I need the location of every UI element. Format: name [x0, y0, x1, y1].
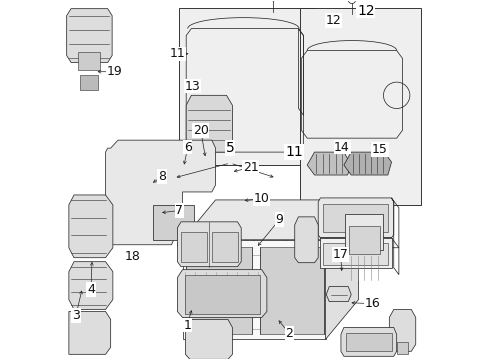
Text: 10: 10	[253, 192, 269, 205]
Circle shape	[212, 336, 223, 347]
Text: 18: 18	[124, 249, 140, 262]
Bar	[345, 214, 383, 250]
Polygon shape	[325, 287, 350, 302]
Circle shape	[263, 222, 267, 227]
Text: 6: 6	[183, 140, 191, 153]
Circle shape	[186, 333, 204, 350]
Text: 11: 11	[169, 47, 184, 60]
Polygon shape	[105, 140, 215, 245]
Text: 20: 20	[192, 124, 208, 137]
Text: 9: 9	[275, 213, 283, 226]
Bar	[259, 247, 324, 334]
Bar	[153, 205, 193, 240]
Circle shape	[190, 336, 201, 347]
Bar	[186, 247, 252, 334]
Bar	[211, 232, 237, 262]
Ellipse shape	[242, 203, 298, 253]
Circle shape	[120, 169, 171, 221]
Polygon shape	[294, 217, 318, 263]
Circle shape	[76, 332, 86, 342]
Circle shape	[398, 326, 406, 333]
Circle shape	[177, 241, 184, 248]
Circle shape	[394, 322, 409, 337]
Text: 1: 1	[183, 319, 191, 332]
Polygon shape	[69, 311, 110, 354]
Polygon shape	[340, 328, 396, 356]
Polygon shape	[69, 195, 113, 258]
Polygon shape	[177, 222, 241, 267]
Bar	[396, 342, 407, 354]
Text: 8: 8	[158, 170, 166, 183]
Circle shape	[271, 221, 275, 226]
Text: 12: 12	[325, 14, 341, 27]
Text: 4: 4	[87, 283, 95, 296]
Circle shape	[297, 231, 315, 248]
Text: 17: 17	[332, 248, 348, 261]
Text: 16: 16	[364, 297, 380, 310]
Polygon shape	[343, 152, 391, 175]
Polygon shape	[185, 319, 232, 359]
Bar	[323, 204, 387, 232]
Bar	[323, 243, 387, 265]
Text: 5: 5	[225, 141, 234, 155]
Circle shape	[301, 235, 311, 245]
Circle shape	[203, 315, 209, 320]
Polygon shape	[388, 310, 415, 351]
Text: 11: 11	[285, 145, 302, 159]
Polygon shape	[182, 200, 358, 240]
Bar	[179, 8, 314, 165]
Polygon shape	[177, 270, 266, 318]
Ellipse shape	[249, 212, 290, 248]
Text: 14: 14	[333, 140, 349, 153]
Polygon shape	[182, 240, 325, 339]
Polygon shape	[66, 9, 112, 62]
Circle shape	[261, 230, 265, 234]
Bar	[181, 232, 206, 262]
Bar	[184, 275, 259, 315]
Bar	[346, 333, 391, 351]
Circle shape	[275, 228, 280, 232]
Text: 7: 7	[175, 204, 183, 217]
Circle shape	[274, 231, 279, 235]
Polygon shape	[320, 238, 391, 268]
Bar	[80, 75, 98, 90]
Text: 15: 15	[371, 143, 387, 156]
Polygon shape	[69, 262, 113, 310]
Text: 13: 13	[184, 80, 200, 93]
Polygon shape	[325, 200, 358, 339]
Circle shape	[105, 210, 116, 220]
Text: 12: 12	[356, 4, 374, 18]
Polygon shape	[306, 152, 350, 175]
Polygon shape	[318, 198, 393, 238]
Text: 3: 3	[72, 309, 80, 322]
Bar	[348, 226, 379, 254]
Text: 21: 21	[243, 161, 258, 174]
Bar	[299, 8, 420, 205]
Circle shape	[267, 235, 271, 239]
Circle shape	[208, 333, 226, 350]
Bar	[78, 53, 100, 71]
Text: 19: 19	[106, 65, 122, 78]
Polygon shape	[186, 95, 232, 152]
Text: 2: 2	[285, 327, 293, 340]
